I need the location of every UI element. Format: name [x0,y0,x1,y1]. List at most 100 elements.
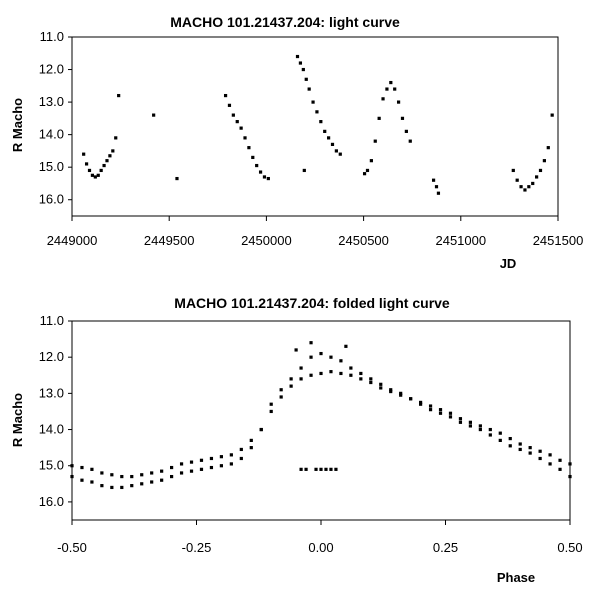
data-point [319,371,323,376]
data-point [379,382,383,386]
data-point [389,388,393,392]
data-point [339,359,343,363]
data-point [389,80,393,85]
data-point [229,453,233,457]
data-point [90,173,95,177]
data-point [399,393,403,397]
data-point [518,442,522,446]
data-point [87,168,92,173]
data-point [428,408,433,412]
data-point [179,471,184,475]
data-point [531,181,535,186]
x-axis-label-1: JD [500,256,517,271]
data-point [329,467,333,471]
y-tick-label: 11.0 [40,29,64,44]
x-tick-label: 2449000 [47,233,98,248]
data-point [90,480,94,484]
y-tick-label: 14.0 [39,422,64,437]
data-point [239,126,243,130]
y-tick-label: 12.0 [39,349,64,364]
data-point [170,465,174,470]
data-point [369,380,373,385]
data-point [299,377,303,381]
data-point [365,168,370,173]
data-point [359,371,363,376]
data-point [568,474,572,479]
data-point [160,469,164,473]
data-point [114,136,118,140]
data-point [219,455,223,459]
data-point [289,384,293,388]
y-tick-label: 11.0 [40,313,64,328]
data-point [223,93,228,98]
data-point [468,420,472,424]
data-point [262,175,267,179]
data-point [319,351,323,356]
data-point [568,462,572,466]
data-point [309,355,313,359]
data-point [100,484,104,488]
data-point [110,485,114,490]
x-tick-label: -0.25 [182,540,212,555]
data-point [209,465,214,470]
data-point [304,467,308,471]
data-point [329,370,333,374]
data-point [330,142,335,146]
data-point [538,456,542,461]
data-point [548,462,552,466]
data-point [478,427,482,432]
data-point [548,453,552,457]
data-point [259,427,263,432]
data-point [458,417,463,421]
data-point [334,467,338,471]
data-point [319,120,323,124]
data-point [334,149,338,153]
data-point [511,168,515,173]
x-tick-label: -0.50 [57,540,87,555]
data-point [518,447,522,452]
data-point [111,149,115,153]
data-point [105,159,109,163]
chart-title-1: MACHO 101.21437.204: light curve [170,14,400,30]
data-point [100,471,104,475]
data-point [108,154,112,158]
data-point [538,168,543,173]
data-point [120,474,124,479]
data-point [304,77,308,81]
data-point [498,431,502,435]
y-tick-label: 13.0 [39,385,64,400]
data-point [227,103,232,107]
data-point [269,402,273,406]
data-point [404,129,408,133]
data-point [239,447,243,452]
data-point [243,136,247,140]
data-point [269,409,273,414]
x-tick-label: 2451500 [533,233,584,248]
data-point [175,176,179,181]
data-point [199,458,204,462]
data-point [523,188,527,192]
data-point [508,436,512,441]
data-point [558,458,562,462]
data-point [80,478,84,482]
data-point [70,474,74,479]
data-point [362,172,367,176]
data-point [558,467,562,471]
data-point [488,427,492,432]
data-point [339,371,343,376]
data-point [314,467,318,471]
data-point [152,113,156,117]
plot-frame-2 [71,320,571,521]
data-point [498,438,502,442]
data-point [399,391,403,395]
data-point [458,420,463,424]
data-point [319,467,323,471]
data-point [170,474,174,479]
data-point [508,444,512,448]
data-point [298,61,303,65]
y-tick-label: 15.0 [39,159,64,174]
data-point [229,462,233,466]
data-point [299,366,303,370]
